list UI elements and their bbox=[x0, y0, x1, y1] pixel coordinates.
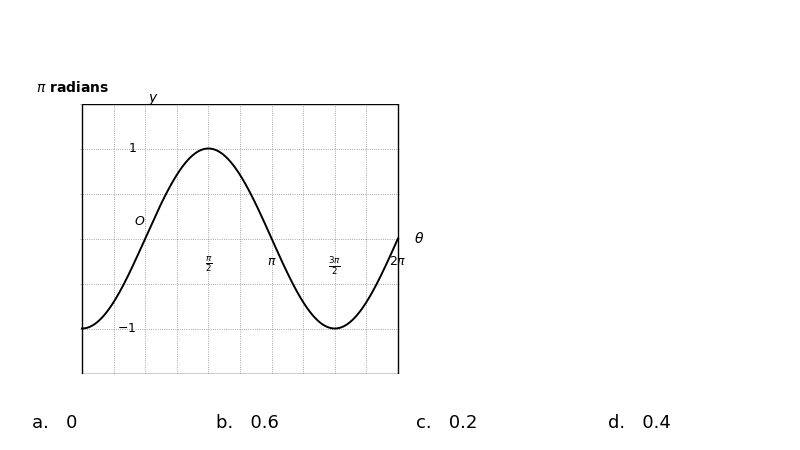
Text: d.   0.4: d. 0.4 bbox=[608, 414, 671, 432]
Text: Use the graph to find the value of $\bfit{y}$ = sin $\bfit{q}$ for the value of : Use the graph to find the value of $\bfi… bbox=[17, 25, 575, 45]
Text: $\pi$ radians: $\pi$ radians bbox=[36, 80, 109, 95]
Text: $2\pi$: $2\pi$ bbox=[389, 255, 407, 268]
Text: c.   0.2: c. 0.2 bbox=[416, 414, 478, 432]
Text: $O$: $O$ bbox=[134, 215, 146, 228]
Text: b.   0.6: b. 0.6 bbox=[216, 414, 279, 432]
Text: $\theta$: $\theta$ bbox=[414, 231, 424, 246]
Text: $1$: $1$ bbox=[128, 142, 136, 155]
Text: $\frac{\pi}{2}$: $\frac{\pi}{2}$ bbox=[205, 255, 212, 274]
Text: a.   0: a. 0 bbox=[32, 414, 78, 432]
Text: $-1$: $-1$ bbox=[117, 322, 136, 335]
Text: $\frac{3\pi}{2}$: $\frac{3\pi}{2}$ bbox=[328, 255, 342, 277]
Text: $\pi$: $\pi$ bbox=[266, 255, 277, 268]
Text: $y$: $y$ bbox=[149, 92, 159, 107]
